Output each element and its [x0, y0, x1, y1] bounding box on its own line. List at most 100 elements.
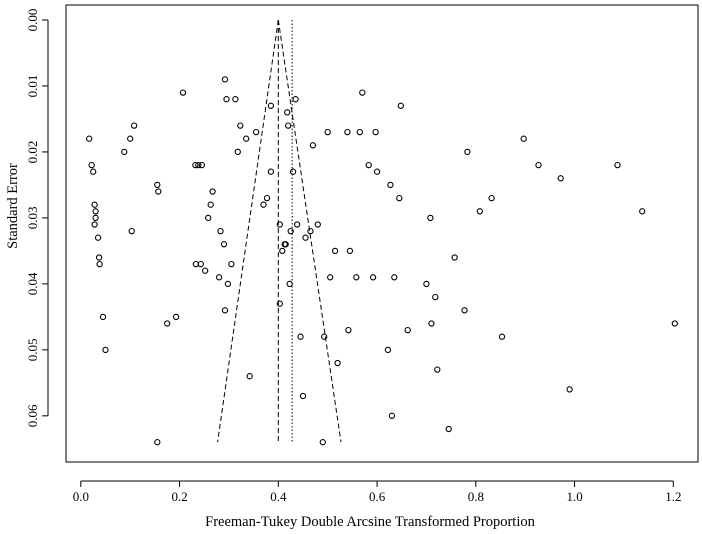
data-point — [397, 102, 404, 109]
x-ticks: 0.0 0.2 0.4 0.6 0.8 1.0 1.2 — [73, 481, 681, 504]
data-point — [372, 128, 379, 136]
data-point — [209, 188, 216, 195]
data-point — [432, 293, 439, 301]
data-point — [128, 227, 135, 235]
data-point — [289, 168, 297, 175]
data-point — [488, 194, 495, 202]
data-point — [327, 274, 334, 281]
data-point — [252, 128, 260, 136]
data-point — [498, 333, 506, 340]
x-axis-title: Freeman-Tukey Double Arcsine Transformed… — [205, 514, 535, 530]
data-point — [324, 128, 331, 136]
data-point — [92, 214, 99, 222]
data-point — [95, 254, 103, 261]
data-point — [297, 333, 304, 340]
data-point — [282, 241, 289, 248]
data-point — [302, 234, 309, 241]
data-point — [373, 168, 381, 175]
data-point — [88, 161, 95, 169]
data-point — [445, 425, 452, 433]
data-point — [234, 148, 241, 156]
data-point — [671, 320, 678, 327]
funnel-right-boundary — [277, 19, 342, 443]
data-point — [197, 260, 204, 268]
data-point — [86, 135, 93, 142]
data-point — [346, 247, 354, 255]
data-point — [464, 148, 471, 156]
data-point — [428, 320, 435, 327]
data-point — [207, 201, 214, 208]
data-point — [365, 161, 372, 169]
data-point — [307, 227, 314, 235]
data-point — [263, 194, 271, 202]
x-tick-label: 0.8 — [468, 489, 484, 504]
y-axis-title: Standard Error — [5, 163, 21, 249]
data-point — [345, 326, 352, 334]
data-point — [279, 247, 286, 255]
data-point — [369, 274, 377, 281]
data-point — [220, 241, 228, 248]
data-point — [223, 96, 230, 103]
data-point — [276, 300, 283, 307]
y-tick-label: 0.05 — [25, 338, 40, 361]
data-point — [192, 161, 199, 169]
data-point — [286, 280, 293, 288]
y-tick-label: 0.06 — [25, 404, 40, 427]
data-point — [321, 333, 328, 340]
data-point — [224, 280, 232, 288]
data-point — [396, 194, 403, 202]
data-point — [92, 208, 99, 215]
data-point — [121, 148, 128, 156]
x-tick-label: 1.0 — [566, 489, 582, 504]
data-point — [423, 280, 430, 288]
data-point — [344, 128, 351, 136]
data-point — [276, 221, 283, 228]
y-axis: 0.00 0.01 0.02 0.03 0.04 0.05 0.06 — [25, 9, 49, 427]
data-point — [353, 274, 360, 281]
data-point — [319, 439, 326, 446]
x-axis: 0.0 0.2 0.4 0.6 0.8 1.0 1.2 — [73, 480, 681, 504]
data-point — [155, 188, 162, 195]
data-point — [427, 214, 434, 222]
data-point — [314, 221, 321, 228]
data-point — [461, 307, 468, 314]
data-point — [198, 161, 205, 169]
data-point — [195, 161, 202, 169]
data-point — [228, 260, 235, 268]
data-point — [96, 260, 103, 268]
data-point — [154, 439, 161, 446]
x-tick-label: 0.2 — [171, 489, 187, 504]
data-point — [391, 274, 398, 281]
data-point — [476, 208, 483, 215]
data-point — [246, 373, 253, 380]
data-point — [285, 122, 292, 129]
funnel-lines — [217, 19, 342, 443]
data-point — [451, 254, 458, 261]
y-tick-label: 0.03 — [25, 207, 40, 230]
data-point — [566, 386, 573, 393]
data-point — [205, 214, 212, 222]
y-tick-label: 0.01 — [25, 75, 40, 98]
x-tick-label: 0.4 — [270, 489, 287, 504]
y-tick-label: 0.04 — [25, 272, 40, 295]
data-point — [99, 313, 107, 321]
data-point — [359, 89, 366, 96]
data-point — [221, 307, 229, 314]
data-point — [94, 234, 102, 241]
data-point — [237, 122, 244, 129]
x-tick-label: 0.0 — [73, 489, 89, 504]
data-point — [91, 201, 98, 208]
data-point — [404, 326, 411, 334]
data-point — [130, 122, 138, 129]
y-tick-label: 0.02 — [25, 141, 40, 164]
data-point — [243, 135, 250, 142]
y-ticks: 0.00 0.01 0.02 0.03 0.04 0.05 0.06 — [25, 9, 48, 427]
data-point — [91, 221, 98, 228]
data-point — [221, 76, 229, 83]
data-point — [309, 142, 317, 149]
data-point — [267, 102, 275, 109]
plot-frame — [65, 4, 699, 463]
data-point — [179, 89, 187, 96]
data-point — [334, 359, 341, 367]
